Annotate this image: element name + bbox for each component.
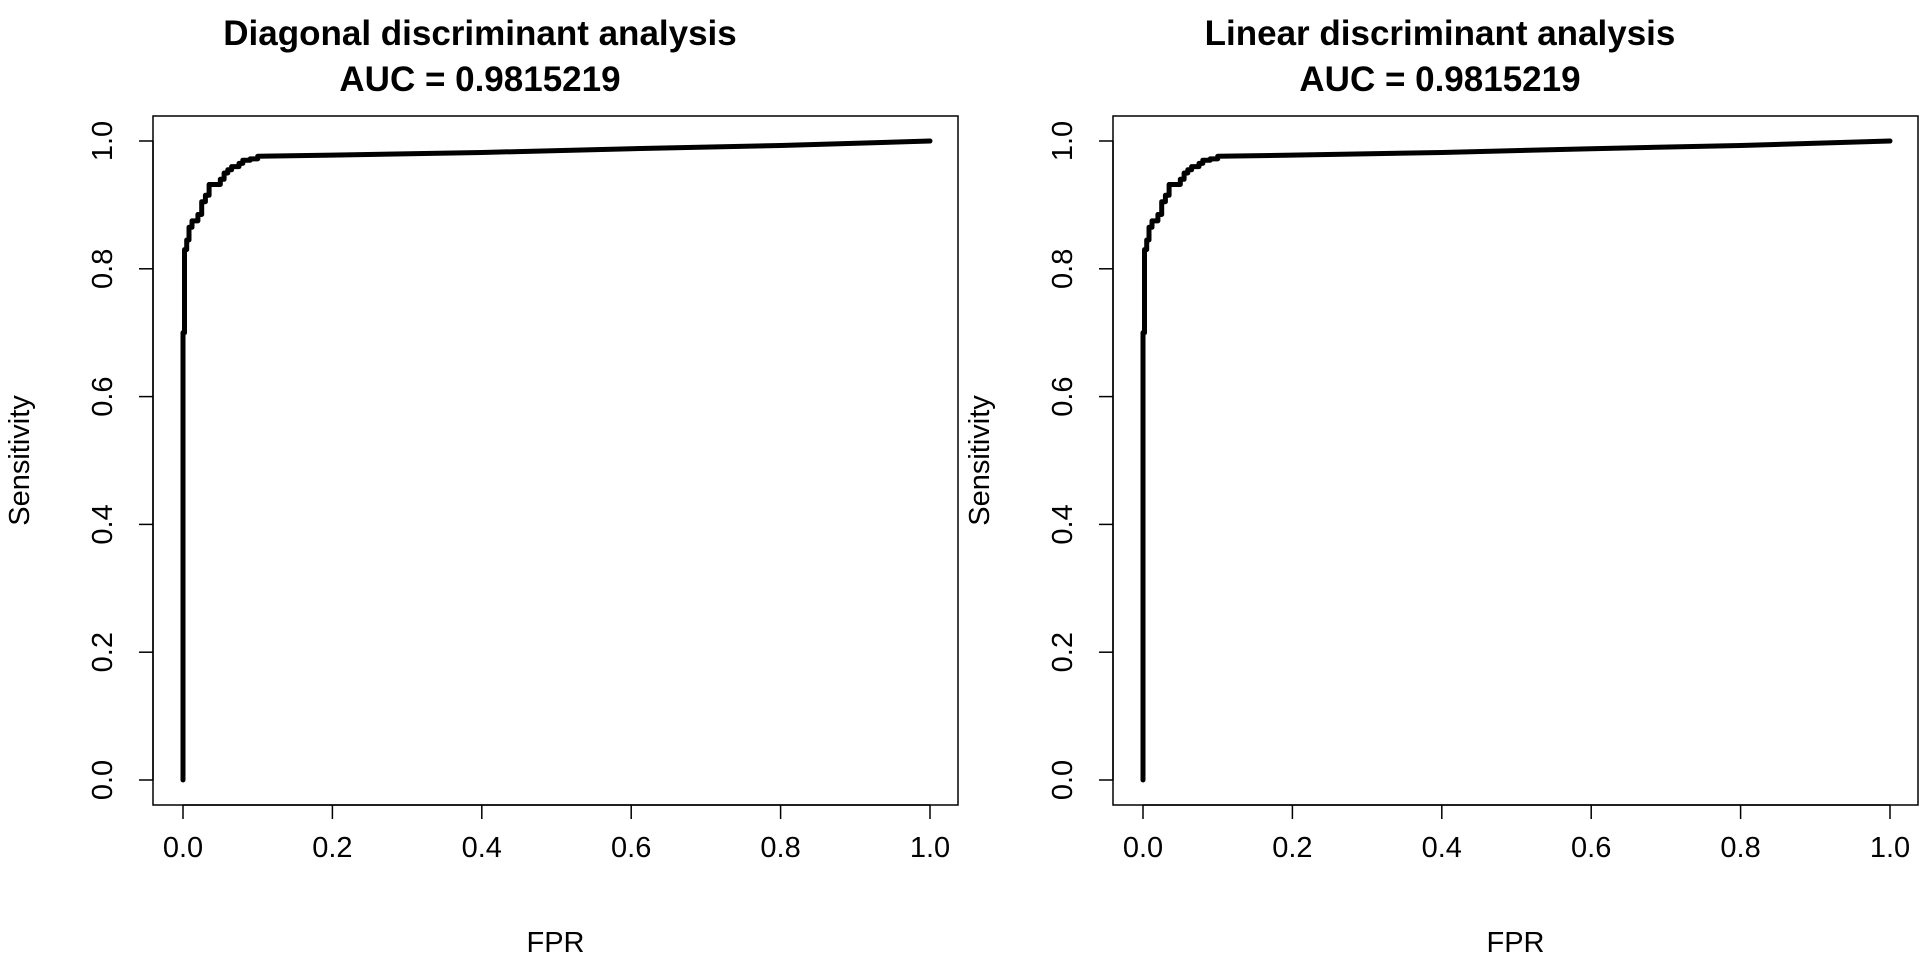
- chart-subtitle: AUC = 0.9815219: [1299, 60, 1581, 99]
- roc-curve: [1140, 138, 1893, 783]
- y-tick-label: 0.4: [1047, 504, 1079, 544]
- x-tick-label: 1.0: [1870, 832, 1910, 864]
- x-tick-label: 1.0: [910, 832, 950, 864]
- x-tick-label: 0.2: [312, 832, 352, 864]
- y-axis-label: Sensitivity: [4, 395, 36, 526]
- x-axis-label: FPR: [1487, 927, 1545, 959]
- x-tick-label: 0.6: [1571, 832, 1611, 864]
- chart-title: Linear discriminant analysis: [1204, 14, 1676, 53]
- y-tick-label: 1.0: [87, 121, 119, 161]
- roc-chart-linear: 0.0 0.2 0.4 0.6 0.8 1.0 0.0 0.2 0.4 0.6 0.8 1.0 FPR S…: [964, 115, 1919, 959]
- y-axis-label: Sensitivity: [964, 395, 996, 526]
- y-tick-label: 0.8: [1047, 249, 1079, 289]
- x-tick-label: 0.6: [611, 832, 651, 864]
- x-tick-label: 0.0: [163, 832, 203, 864]
- x-tick-label: 0.2: [1272, 832, 1312, 864]
- x-axis-label: FPR: [527, 927, 585, 959]
- plot-frame: [152, 115, 959, 806]
- x-tick-label: 0.0: [1123, 832, 1163, 864]
- y-tick-label: 0.6: [1047, 376, 1079, 416]
- x-tick-label: 0.8: [1720, 832, 1760, 864]
- roc-chart-diagonal: 0.0 0.2 0.4 0.6 0.8 1.0 0.0 0.2 0.4 0.6 0.8 1.0 FPR S…: [4, 115, 959, 959]
- roc-panel-linear: Linear discriminant analysis AUC = 0.981…: [960, 0, 1920, 960]
- y-tick-label: 1.0: [1047, 121, 1079, 161]
- y-tick-label: 0.0: [87, 760, 119, 800]
- y-tick-label: 0.4: [87, 504, 119, 544]
- chart-subtitle: AUC = 0.9815219: [339, 60, 621, 99]
- y-tick-label: 0.6: [87, 376, 119, 416]
- y-tick-label: 0.8: [87, 249, 119, 289]
- y-tick-label: 0.2: [87, 632, 119, 672]
- y-tick-label: 0.2: [1047, 632, 1079, 672]
- plot-frame: [1112, 115, 1919, 806]
- x-tick-label: 0.8: [760, 832, 800, 864]
- roc-curve: [180, 138, 933, 783]
- roc-panel-diagonal: Diagonal discriminant analysis AUC = 0.9…: [4, 14, 959, 959]
- x-tick-label: 0.4: [1422, 832, 1462, 864]
- y-tick-label: 0.0: [1047, 760, 1079, 800]
- chart-title: Diagonal discriminant analysis: [223, 14, 737, 53]
- x-tick-label: 0.4: [462, 832, 502, 864]
